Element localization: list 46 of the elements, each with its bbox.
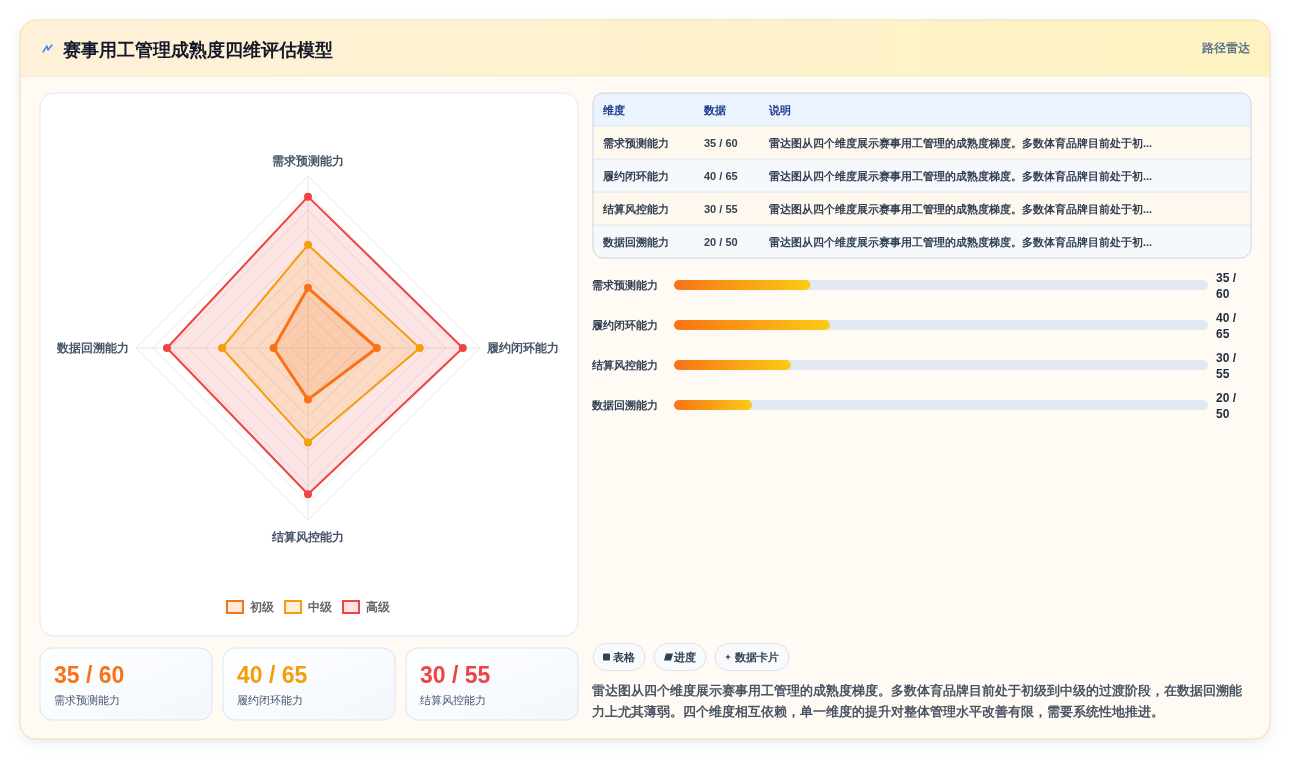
bar — [674, 320, 830, 330]
text: 20 / 50 — [704, 235, 738, 248]
y-tick-label: 需求预测能力 — [592, 279, 658, 291]
text: 40 / 65 — [704, 169, 738, 182]
category-label: 数据卡片 — [734, 651, 779, 663]
text: 需求预测能力 — [603, 136, 669, 149]
category-label: 进度 — [673, 651, 696, 663]
text: 结算风控能力 — [602, 202, 669, 215]
text: 数据 — [703, 103, 726, 116]
text: 雷达图从四个维度展示赛事用工管理的成熟度梯度。多数体育品牌目前处于初... — [769, 202, 1153, 216]
text: 数据回溯能力 — [602, 235, 669, 248]
legend-label: 初级 — [249, 600, 275, 614]
y-tick-label: 数据回溯能力 — [591, 399, 658, 411]
category-label: 表格 — [612, 651, 636, 663]
text: 30 / 55 — [704, 202, 738, 215]
legend-label: 高级 — [366, 600, 391, 614]
text: 赛事用工管理成熟度四维评估模型 — [62, 40, 333, 60]
legend-label: 中级 — [308, 600, 333, 614]
data-label: 35 / 60 — [1216, 271, 1237, 301]
y-tick-label: 履约闭环能力 — [591, 319, 658, 331]
text: 维度 — [602, 103, 625, 116]
text: 雷达图从四个维度展示赛事用工管理的成熟度梯度。多数体育品牌目前处于初级到中级的过渡阶段，在数据回溯能力上尤其薄弱。四个维度相互依赖，单一维度的提升对整体管理水平改善有限，需要系统性地推进。 — [591, 683, 1243, 719]
bar — [674, 280, 811, 290]
data-label: 20 / 50 — [1216, 391, 1237, 421]
spoke-label: 结算风控能力 — [271, 530, 344, 544]
data-label: 30 / 55 — [1216, 351, 1237, 381]
category-label: 履约闭环能力 — [237, 694, 303, 706]
category-label: 结算风控能力 — [420, 694, 486, 706]
text: 40 / 65 — [237, 662, 308, 688]
text: 路径雷达 — [1201, 41, 1251, 55]
bar — [674, 360, 791, 370]
text: 35 / 60 — [704, 136, 738, 149]
spoke-label: 需求预测能力 — [272, 154, 344, 168]
text: 雷达图从四个维度展示赛事用工管理的成熟度梯度。多数体育品牌目前处于初... — [769, 235, 1153, 249]
spoke-label: 数据回溯能力 — [56, 341, 129, 355]
spoke-label: 履约闭环能力 — [486, 341, 559, 355]
text: 说明 — [768, 103, 791, 116]
text: 雷达图从四个维度展示赛事用工管理的成熟度梯度。多数体育品牌目前处于初... — [769, 169, 1153, 183]
category-label: 需求预测能力 — [54, 694, 120, 706]
data-label: 40 / 65 — [1216, 311, 1237, 341]
bar — [674, 400, 752, 410]
text: 履约闭环能力 — [602, 169, 669, 182]
text: 30 / 55 — [420, 662, 491, 688]
y-tick-label: 结算风控能力 — [591, 359, 658, 371]
text: 雷达图从四个维度展示赛事用工管理的成熟度梯度。多数体育品牌目前处于初... — [769, 136, 1153, 150]
text: 35 / 60 — [54, 662, 125, 688]
